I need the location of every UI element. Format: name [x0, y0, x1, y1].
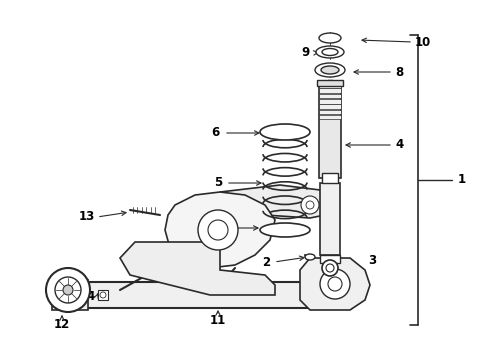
Circle shape	[198, 210, 238, 250]
Circle shape	[325, 264, 333, 272]
Ellipse shape	[260, 124, 309, 140]
Circle shape	[207, 220, 227, 240]
Text: 14: 14	[80, 289, 96, 302]
Circle shape	[46, 268, 90, 312]
Circle shape	[63, 285, 73, 295]
Text: 10: 10	[414, 36, 430, 49]
Text: 2: 2	[262, 256, 269, 269]
Ellipse shape	[321, 49, 337, 55]
Bar	[318, 104, 340, 109]
Bar	[319, 183, 339, 255]
Bar	[318, 110, 340, 114]
Bar	[319, 255, 339, 263]
Bar	[321, 173, 337, 183]
Bar	[318, 88, 340, 93]
Bar	[318, 83, 340, 178]
Text: 7: 7	[214, 221, 223, 234]
Text: 1: 1	[457, 174, 465, 186]
Ellipse shape	[260, 223, 309, 237]
Circle shape	[305, 201, 313, 209]
Text: 5: 5	[213, 176, 222, 189]
Text: 4: 4	[394, 139, 403, 152]
Text: 12: 12	[54, 319, 70, 332]
Bar	[318, 83, 340, 87]
Bar	[316, 80, 342, 86]
Ellipse shape	[305, 254, 314, 260]
Polygon shape	[52, 280, 88, 310]
Polygon shape	[299, 258, 369, 310]
Circle shape	[55, 277, 81, 303]
Text: 9: 9	[301, 46, 309, 59]
Bar	[318, 99, 340, 104]
Text: 11: 11	[209, 314, 225, 327]
Text: 13: 13	[79, 211, 95, 224]
Text: 3: 3	[367, 253, 375, 266]
Polygon shape	[220, 185, 329, 218]
Circle shape	[327, 277, 341, 291]
Ellipse shape	[318, 33, 340, 43]
Circle shape	[321, 260, 337, 276]
Ellipse shape	[320, 66, 338, 74]
Ellipse shape	[315, 46, 343, 58]
Polygon shape	[164, 192, 274, 268]
Bar	[318, 115, 340, 120]
Polygon shape	[120, 242, 274, 295]
Bar	[98, 290, 108, 300]
Circle shape	[319, 269, 349, 299]
Text: 8: 8	[394, 66, 403, 78]
Circle shape	[301, 196, 318, 214]
Circle shape	[100, 292, 106, 298]
Polygon shape	[52, 282, 347, 308]
Text: 6: 6	[211, 126, 220, 139]
Bar	[318, 94, 340, 98]
Ellipse shape	[314, 63, 345, 77]
